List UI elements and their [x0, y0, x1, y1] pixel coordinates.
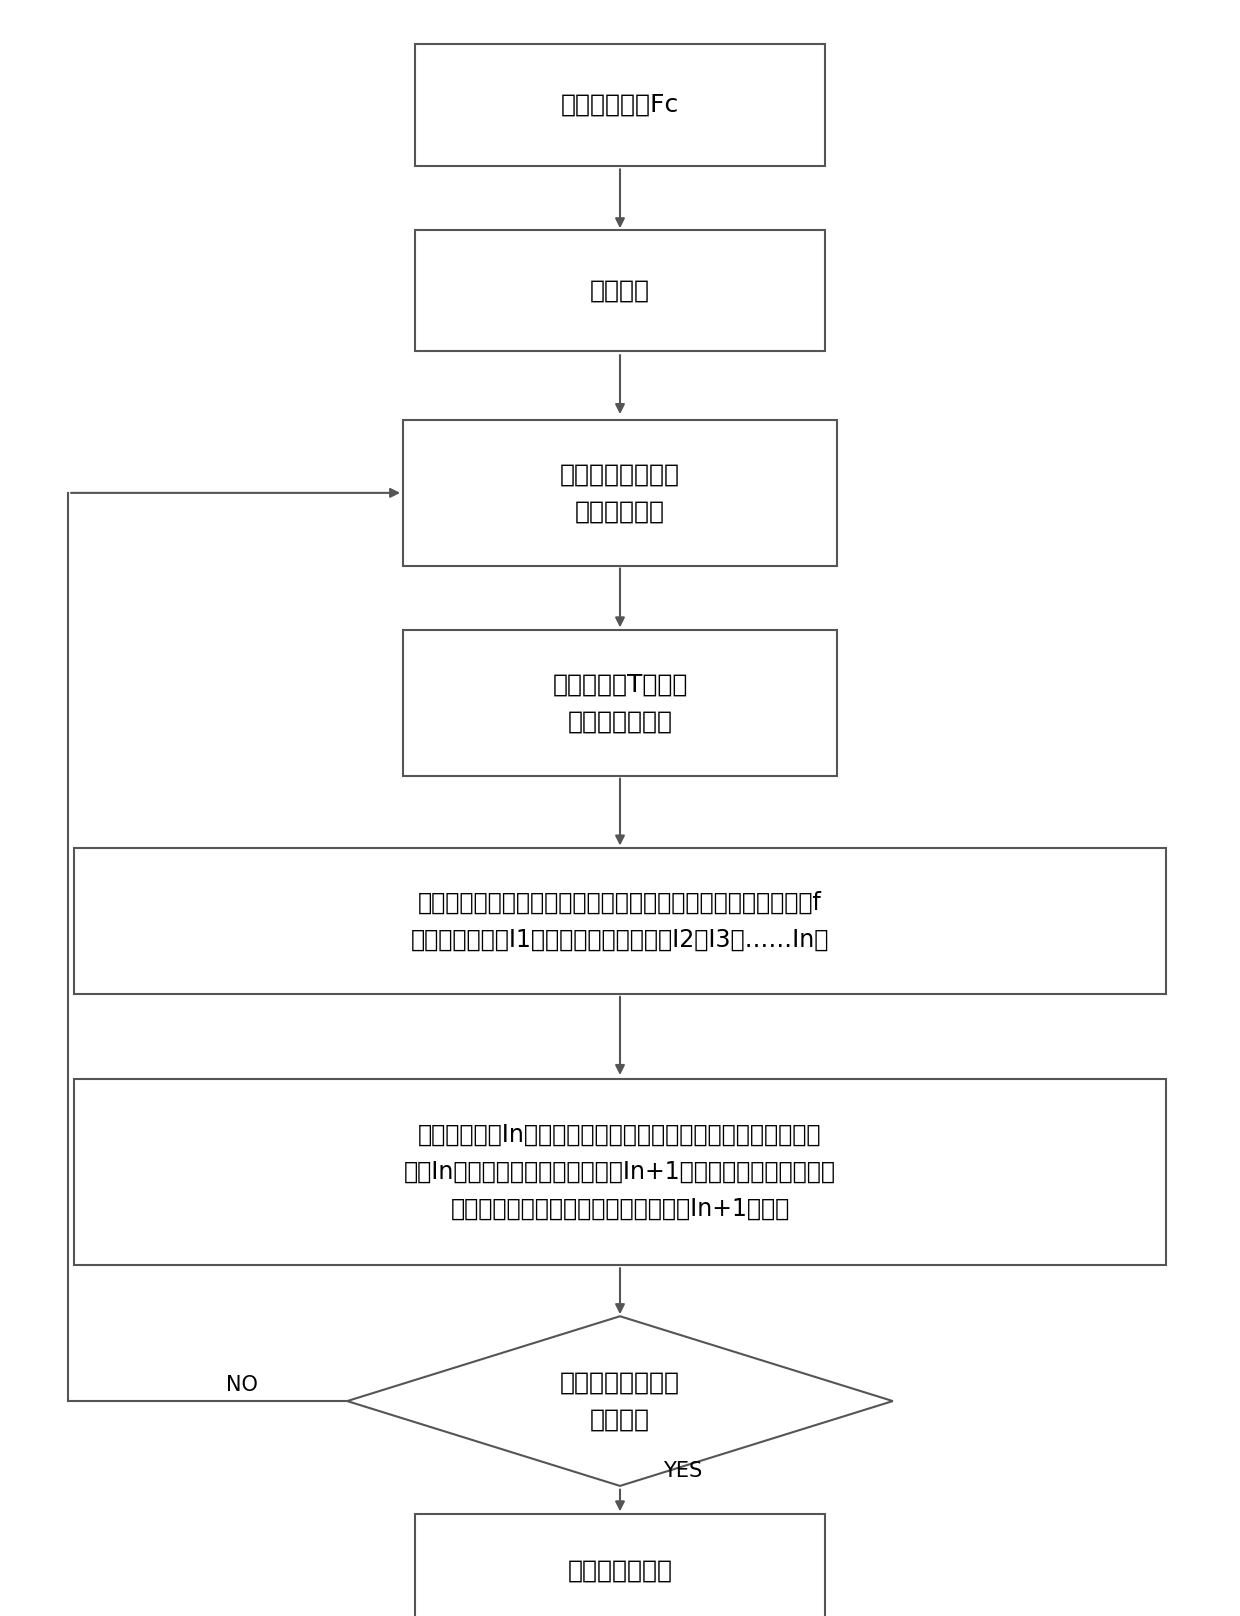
Bar: [74, 848, 1166, 994]
Text: NO: NO: [226, 1375, 258, 1395]
Bar: [403, 630, 837, 776]
Bar: [415, 231, 825, 352]
Text: 当实时电极极性与所述的初始电极极性相反时，记录电机频率值f
以及电机电流值I1，同时记录电机电流值I2、I3、……In；: 当实时电极极性与所述的初始电极极性相反时，记录电机频率值f 以及电机电流值I1，…: [410, 890, 830, 952]
Bar: [415, 44, 825, 165]
Text: 启动电机: 启动电机: [590, 280, 650, 302]
Text: YES: YES: [663, 1461, 703, 1480]
Text: 设定载波频率Fc: 设定载波频率Fc: [560, 94, 680, 116]
Bar: [74, 1079, 1166, 1264]
Bar: [403, 420, 837, 566]
Text: 记录电机电流值的
初始电极极性: 记录电机电流值的 初始电极极性: [560, 462, 680, 524]
Polygon shape: [347, 1315, 893, 1487]
Text: 判断采样数量是否
在范围内: 判断采样数量是否 在范围内: [560, 1370, 680, 1432]
Text: 每隔时间段T读取一
次实时电极极性: 每隔时间段T读取一 次实时电极极性: [552, 672, 688, 734]
Text: 计算电流有效值: 计算电流有效值: [568, 1559, 672, 1582]
Text: 当电机电流值In的实时电极极性与初始电极极性相同并且电机电
流值In实时电极极性与电机电流值In+1的实时电极极性相反时，
停止记录电机电流值并将该电机电流值I: 当电机电流值In的实时电极极性与初始电极极性相同并且电机电 流值In实时电极极性…: [404, 1122, 836, 1222]
Bar: [415, 1514, 825, 1616]
